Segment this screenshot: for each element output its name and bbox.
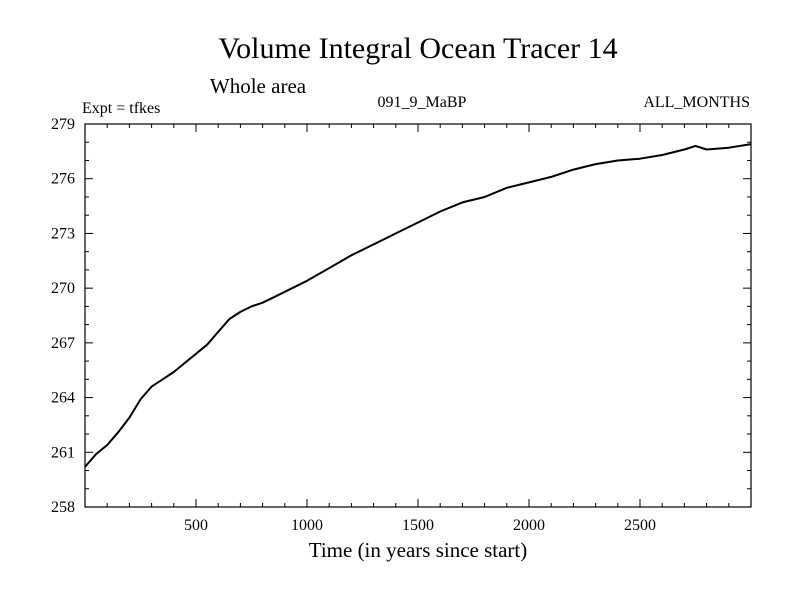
y-tick-label: 276 (51, 171, 75, 188)
y-axis: 258 261 264 267 270 273 276 279 (51, 116, 751, 516)
y-tick-label: 264 (51, 390, 75, 407)
run-id-label: 091_9_MaBP (378, 94, 467, 111)
y-tick-label: 273 (51, 225, 75, 242)
y-tick-label: 258 (51, 499, 75, 516)
chart-title: Volume Integral Ocean Tracer 14 (218, 32, 617, 65)
x-tick-label: 1000 (291, 517, 323, 534)
tracer-series-line (84, 143, 752, 468)
x-axis-label: Time (in years since start) (309, 538, 528, 562)
expt-label: Expt = tfkes (82, 100, 160, 117)
x-tick-label: 2000 (513, 517, 545, 534)
months-label: ALL_MONTHS (643, 94, 750, 111)
x-axis: 500 1000 1500 2000 2500 (106, 124, 730, 534)
x-tick-label: 2500 (624, 517, 656, 534)
x-tick-label: 1500 (402, 517, 434, 534)
chart-subtitle: Whole area (210, 74, 307, 98)
y-tick-label: 270 (51, 280, 75, 297)
y-tick-label: 279 (51, 116, 75, 133)
x-tick-label: 500 (184, 517, 208, 534)
y-tick-label: 267 (51, 335, 75, 352)
plot-frame (84, 123, 752, 508)
y-tick-label: 261 (51, 444, 75, 461)
